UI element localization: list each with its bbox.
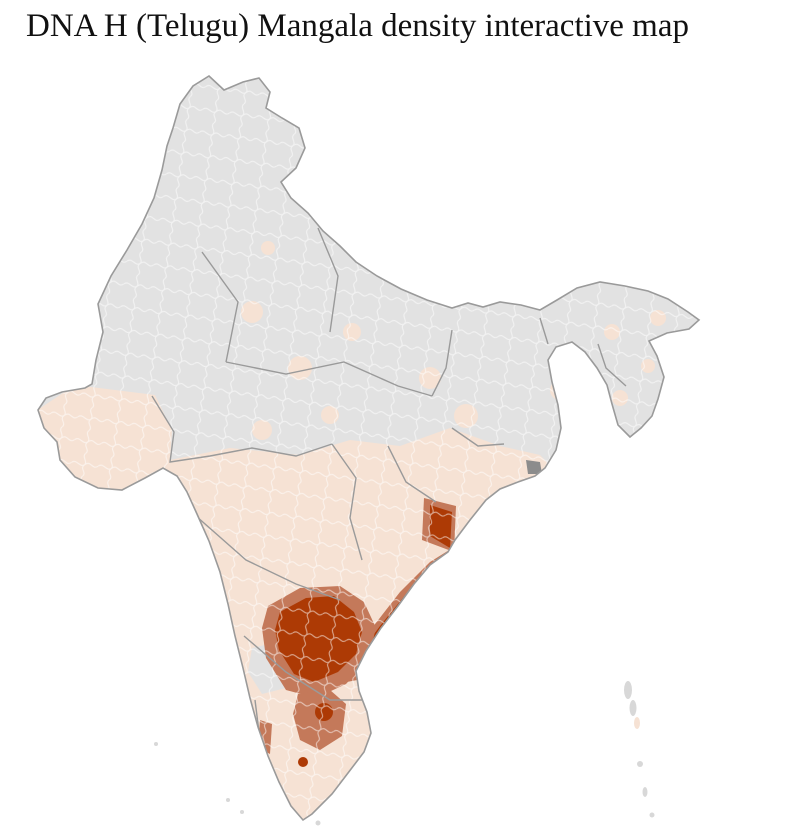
islet[interactable] — [240, 810, 244, 814]
islet[interactable] — [154, 742, 158, 746]
region-andaman-islands[interactable] — [624, 681, 655, 818]
state-border-line — [597, 343, 627, 387]
state-border-line — [151, 395, 333, 463]
district-borders-overlay — [38, 76, 699, 820]
region-konkan-dark-spot[interactable] — [173, 522, 185, 534]
island[interactable] — [634, 717, 640, 729]
region-goa-coast[interactable] — [202, 579, 216, 593]
region-konkan-coast[interactable] — [170, 500, 192, 556]
state-border-line — [387, 445, 437, 503]
state-border-line — [225, 361, 433, 397]
island[interactable] — [642, 787, 648, 797]
state-border-line — [195, 515, 341, 601]
state-border-line — [243, 635, 362, 701]
page-title: DNA H (Telugu) Mangala density interacti… — [26, 8, 689, 44]
islet[interactable] — [315, 820, 321, 826]
state-border-line — [201, 251, 239, 363]
island[interactable] — [637, 761, 643, 767]
region-lakshadweep-specks[interactable] — [154, 742, 321, 826]
islet[interactable] — [226, 798, 230, 802]
state-border-line — [451, 427, 505, 447]
island[interactable] — [629, 700, 637, 716]
state-border-line — [317, 227, 339, 333]
state-border-line — [539, 317, 549, 345]
state-border-line — [331, 443, 363, 561]
island[interactable] — [624, 681, 632, 699]
state-border-line — [431, 329, 453, 397]
island[interactable] — [649, 812, 655, 818]
